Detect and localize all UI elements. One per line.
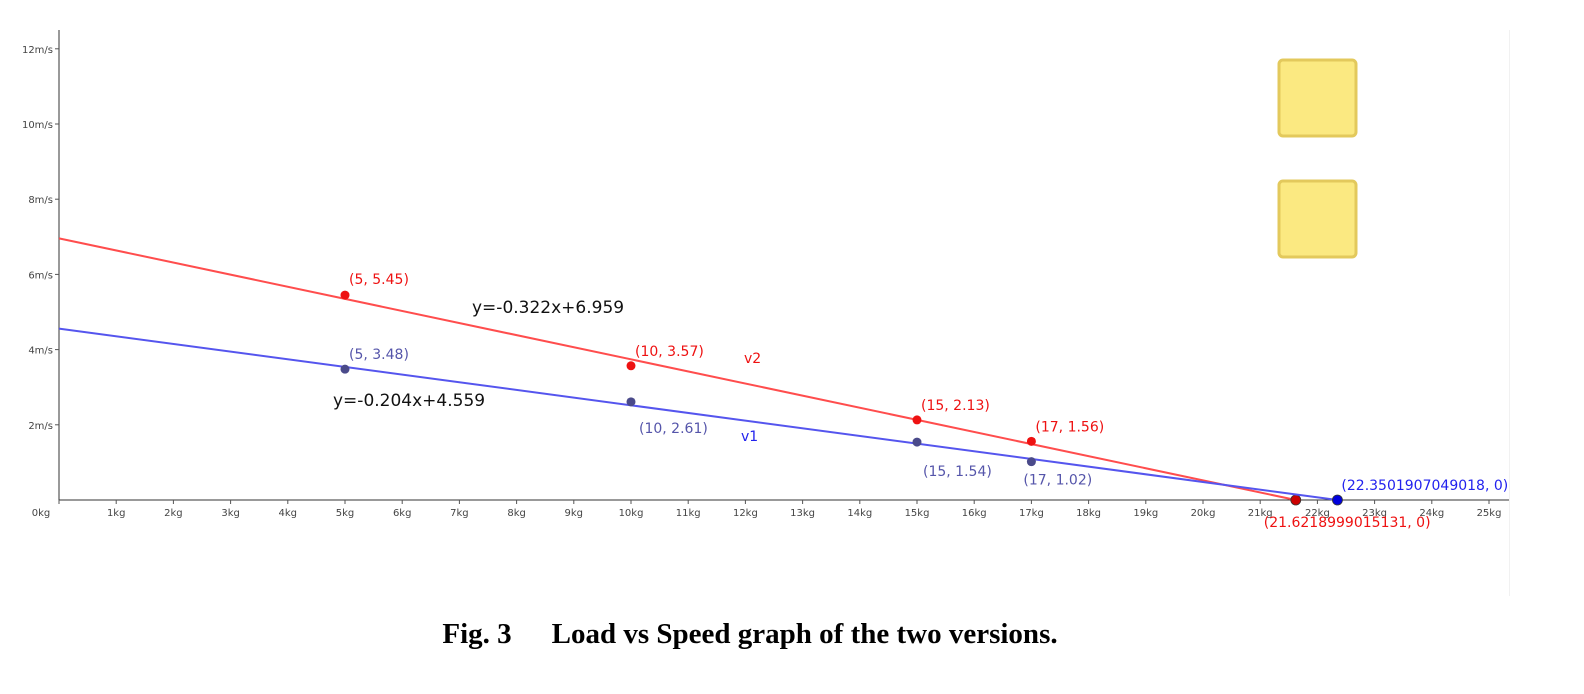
y-tick-label: 8m/s — [28, 195, 53, 206]
data-point-v1 — [626, 397, 636, 407]
caption-text: Load vs Speed graph of the two versions. — [551, 618, 1058, 650]
plot-background — [59, 30, 1509, 596]
data-point-v2 — [340, 290, 350, 300]
x-tick-label: 2kg — [164, 508, 183, 519]
x-tick-label: 24kg — [1419, 508, 1444, 519]
x-tick-label: 19kg — [1133, 508, 1158, 519]
y-tick-label: 12m/s — [22, 45, 53, 56]
equation-label-v1: y=-0.204x+4.559 — [333, 391, 485, 411]
load-speed-chart: 0kg 1kg 2kg 3kg 4kg 5kg 6kg 7kg 8kg 9kg 10kg 11kg 12… — [22, 30, 1510, 596]
data-label-v2: (17, 1.56) — [1035, 419, 1104, 435]
x-tick-label: 7kg — [450, 508, 469, 519]
figure-caption: Fig. 3 Load vs Speed graph of the two ver… — [0, 618, 1500, 651]
x-tick-label: 16kg — [962, 508, 987, 519]
data-point-v1 — [1026, 457, 1036, 467]
data-point-v1 — [340, 364, 350, 374]
data-point-v2 — [1290, 494, 1302, 506]
legend-box — [1277, 179, 1358, 259]
x-tick-label: 12kg — [733, 508, 758, 519]
y-tick-label: 10m/s — [22, 120, 53, 131]
data-label-v1: (10, 2.61) — [639, 421, 708, 437]
x-tick-label: 8kg — [507, 508, 526, 519]
series-name-v2: v2 — [744, 351, 761, 367]
y-tick-label: 4m/s — [28, 346, 53, 357]
plot-right-edge — [1509, 30, 1510, 596]
data-label-v1: (15, 1.54) — [923, 464, 992, 480]
data-point-v1 — [912, 437, 922, 447]
x-tick-label: 9kg — [565, 508, 584, 519]
data-label-v2: (10, 3.57) — [635, 344, 704, 360]
series-line-v2 — [58, 237, 1296, 501]
x-tick-label: 23kg — [1362, 508, 1387, 519]
x-tick-label: 25kg — [1477, 508, 1502, 519]
series-line-v1 — [58, 327, 1338, 501]
data-label-v2: (15, 2.13) — [921, 398, 990, 414]
data-label-v1: (22.3501907049018, 0) — [1341, 478, 1508, 494]
x-tick-label: 22kg — [1305, 508, 1330, 519]
x-tick-label: 14kg — [847, 508, 872, 519]
x-tick-label: 3kg — [221, 508, 240, 519]
data-label-v2: (5, 5.45) — [349, 272, 409, 288]
x-tick-label: 20kg — [1191, 508, 1216, 519]
x-tick-label: 4kg — [279, 508, 298, 519]
x-tick-label: 10kg — [619, 508, 644, 519]
x-tick-label: 18kg — [1076, 508, 1101, 519]
data-label-v1: (5, 3.48) — [349, 347, 409, 363]
data-point-v1 — [1332, 494, 1343, 506]
x-tick-label: 5kg — [336, 508, 355, 519]
x-tick-label: 0kg — [32, 508, 51, 519]
x-tick-label: 15kg — [905, 508, 930, 519]
figure-number: Fig. 3 — [442, 618, 512, 650]
equation-label-v2: y=-0.322x+6.959 — [472, 298, 624, 318]
x-tick-label: 6kg — [393, 508, 412, 519]
data-point-v2 — [1026, 436, 1036, 446]
legend-box — [1277, 58, 1358, 138]
chart-area: 0kg 1kg 2kg 3kg 4kg 5kg 6kg 7kg 8kg 9kg 10kg 11kg 12… — [22, 30, 1510, 596]
data-label-v2: (21.6218999015131, 0) — [1264, 515, 1431, 531]
y-tick-label: 6m/s — [28, 270, 53, 281]
data-label-v1: (17, 1.02) — [1023, 473, 1092, 489]
x-tick-label: 11kg — [676, 508, 701, 519]
x-tick-label: 21kg — [1248, 508, 1273, 519]
data-point-v2 — [626, 361, 636, 371]
y-tick-label: 2m/s — [28, 421, 53, 432]
series-name-v1: v1 — [741, 429, 758, 445]
x-tick-label: 1kg — [107, 508, 126, 519]
x-tick-label: 17kg — [1019, 508, 1044, 519]
x-tick-label: 13kg — [790, 508, 815, 519]
data-point-v2 — [912, 415, 922, 425]
